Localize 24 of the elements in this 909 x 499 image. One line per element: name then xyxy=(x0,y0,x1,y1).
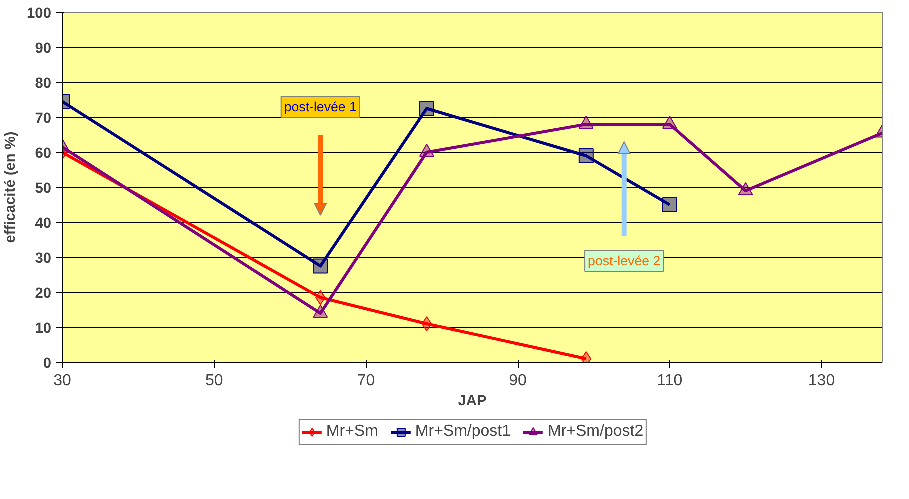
x-tick-label: 30 xyxy=(54,372,72,390)
y-axis-title: efficacité (en %) xyxy=(3,132,20,244)
annotation: post-levée 2 xyxy=(588,254,661,268)
y-tick-label: 70 xyxy=(35,111,52,127)
x-tick-label: 110 xyxy=(657,372,683,390)
y-tick-label: 0 xyxy=(43,356,52,372)
y-tick-label: 80 xyxy=(35,76,52,92)
y-tick-label: 10 xyxy=(35,321,52,337)
x-tick-label: 50 xyxy=(205,372,224,390)
annotation: post-levée 1 xyxy=(284,100,357,114)
x-axis-title: JAP xyxy=(458,394,487,410)
legend-label: Mr+Sm xyxy=(326,423,378,441)
y-tick-label: 50 xyxy=(35,181,52,197)
x-tick-label: 90 xyxy=(509,372,528,390)
legend-label: Mr+Sm/post2 xyxy=(548,423,644,441)
y-tick-label: 100 xyxy=(27,6,52,22)
x-tick-label: 130 xyxy=(808,372,836,390)
y-tick-label: 90 xyxy=(35,41,52,57)
y-tick-label: 40 xyxy=(35,216,52,232)
y-tick-label: 60 xyxy=(35,146,52,162)
y-tick-label: 30 xyxy=(35,251,52,267)
legend-label: Mr+Sm/post1 xyxy=(415,423,511,441)
y-tick-label: 20 xyxy=(35,286,52,302)
x-tick-label: 70 xyxy=(357,372,376,390)
